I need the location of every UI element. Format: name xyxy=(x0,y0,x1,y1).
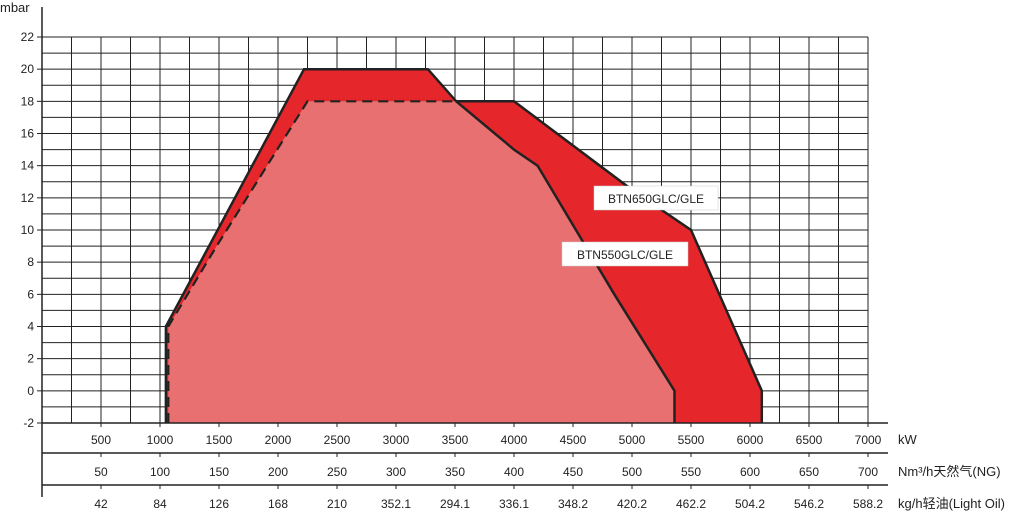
x-tick-label: 168 xyxy=(268,497,288,511)
x-tick-label: 546.2 xyxy=(794,497,824,511)
x-axis-unit-3: kg/h轻油(Light Oil) xyxy=(898,496,1005,511)
x-axis-unit-1: kW xyxy=(898,432,918,447)
x-tick-label: 420.2 xyxy=(617,497,647,511)
x-tick-label: 42 xyxy=(94,497,108,511)
x-tick-label: 84 xyxy=(153,497,167,511)
x-tick-label: 700 xyxy=(858,465,878,479)
x-tick-label: 5500 xyxy=(678,433,705,447)
series-outline-btn650 xyxy=(164,67,764,423)
x-tick-label: 294.1 xyxy=(440,497,470,511)
series-label-background xyxy=(593,185,719,211)
y-tick-label: 16 xyxy=(21,127,35,141)
y-tick-label: 0 xyxy=(27,384,34,398)
series-label: BTN650GLC/GLE xyxy=(608,192,704,206)
series-label-box: BTN650GLC/GLE xyxy=(593,185,719,211)
series-label-background xyxy=(561,241,689,267)
x-tick-label: 126 xyxy=(209,497,229,511)
series-areas xyxy=(164,67,764,424)
series-area-btn550glc-gle xyxy=(168,101,675,424)
x-tick-label: 588.2 xyxy=(853,497,883,511)
x-tick-label: 3500 xyxy=(442,433,469,447)
y-tick-label: 4 xyxy=(27,320,34,334)
y-tick-label: 8 xyxy=(27,255,34,269)
x-tick-label: 6500 xyxy=(796,433,823,447)
y-tick-label: 20 xyxy=(21,62,35,76)
x-tick-label: 450 xyxy=(563,465,583,479)
x-tick-label: 250 xyxy=(327,465,347,479)
x-tick-label: 500 xyxy=(622,465,642,479)
x-tick-label: 348.2 xyxy=(558,497,588,511)
y-tick-label: 12 xyxy=(21,191,35,205)
x-tick-label: 500 xyxy=(91,433,111,447)
x-tick-label: 4000 xyxy=(501,433,528,447)
x-tick-label: 2500 xyxy=(324,433,351,447)
y-tick-label: 6 xyxy=(27,287,34,301)
x-tick-label: 600 xyxy=(740,465,760,479)
x-tick-label: 2000 xyxy=(265,433,292,447)
x-tick-label: 352.1 xyxy=(381,497,411,511)
y-tick-label: 22 xyxy=(21,30,35,44)
x-tick-label: 400 xyxy=(504,465,524,479)
x-tick-label: 350 xyxy=(445,465,465,479)
x-tick-label: 1000 xyxy=(147,433,174,447)
x-tick-label: 5000 xyxy=(619,433,646,447)
x-axis-unit-2: Nm³/h天然气(NG) xyxy=(898,464,1001,479)
series-outline-btn550 xyxy=(455,100,676,423)
x-tick-label: 650 xyxy=(799,465,819,479)
x-axes: 500 1000 1500 2000 2500 3000 3500 4000 4500 5000 5… xyxy=(42,422,1005,511)
x-tick-label: 150 xyxy=(209,465,229,479)
y-tick-label: -2 xyxy=(23,416,34,430)
series-labels: BTN650GLC/GLE BTN550GLC/GLE xyxy=(561,185,719,267)
x-tick-label: 50 xyxy=(94,465,108,479)
series-label: BTN550GLC/GLE xyxy=(577,248,673,262)
x-tick-label: 200 xyxy=(268,465,288,479)
y-tick-label: 10 xyxy=(21,223,35,237)
series-label-box: BTN550GLC/GLE xyxy=(561,241,689,267)
x-tick-label: 100 xyxy=(150,465,170,479)
y-tick-label: 18 xyxy=(21,94,35,108)
x-tick-label: 7000 xyxy=(855,433,882,447)
x-tick-label: 1500 xyxy=(206,433,233,447)
y-tick-label: 2 xyxy=(27,352,34,366)
y-tick-label: 14 xyxy=(21,159,35,173)
y-axis-label: mbar xyxy=(0,0,30,15)
series-dashed-boundary-btn550 xyxy=(167,100,457,423)
x-tick-label: 336.1 xyxy=(499,497,529,511)
x-tick-label: 550 xyxy=(681,465,701,479)
x-tick-label: 3000 xyxy=(383,433,410,447)
x-tick-label: 462.2 xyxy=(676,497,706,511)
x-tick-label: 4500 xyxy=(560,433,587,447)
x-tick-label: 6000 xyxy=(737,433,764,447)
x-tick-label: 210 xyxy=(327,497,347,511)
x-tick-label: 300 xyxy=(386,465,406,479)
x-tick-label: 504.2 xyxy=(735,497,765,511)
